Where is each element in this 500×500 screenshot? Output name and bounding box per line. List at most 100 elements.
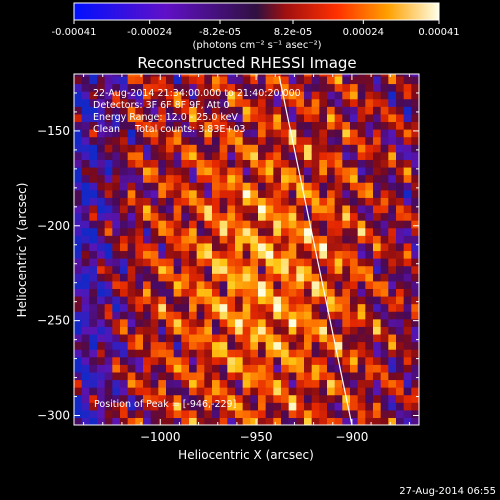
heatmap-cell <box>158 318 167 327</box>
heatmap-cell <box>81 113 90 123</box>
heatmap-cell <box>219 189 228 198</box>
heatmap-cell <box>296 379 305 388</box>
heatmap-cell <box>342 159 351 168</box>
heatmap-cell <box>365 409 374 419</box>
heatmap-cell <box>250 387 259 396</box>
heatmap-cell <box>388 265 397 274</box>
heatmap-cell <box>403 98 412 107</box>
heatmap-cell <box>396 417 405 425</box>
heatmap-cell <box>380 189 389 198</box>
heatmap-cell <box>166 250 175 259</box>
heatmap-cell <box>250 136 259 145</box>
heatmap-cell <box>357 204 366 214</box>
heatmap-cell <box>173 303 182 312</box>
heatmap-cell <box>365 204 374 214</box>
heatmap-cell <box>365 98 374 107</box>
heatmap-cell <box>150 311 159 320</box>
heatmap-cell <box>373 182 382 191</box>
heatmap-cell <box>250 311 259 320</box>
heatmap-cell <box>304 288 313 297</box>
heatmap-cell <box>204 189 213 198</box>
heatmap-cell <box>97 212 106 221</box>
heatmap-cell <box>196 113 205 123</box>
heatmap-cell <box>342 379 351 388</box>
heatmap-cell <box>181 189 190 198</box>
heatmap-cell <box>104 242 113 252</box>
heatmap-cell <box>74 220 83 229</box>
heatmap-cell <box>196 265 205 274</box>
heatmap-cell <box>281 409 290 419</box>
heatmap-cell <box>350 136 359 145</box>
heatmap-cell <box>258 333 267 343</box>
heatmap-cell <box>380 166 389 176</box>
heatmap-cell <box>281 394 290 403</box>
heatmap-cell <box>219 121 228 130</box>
heatmap-cell <box>273 151 282 160</box>
heatmap-cell <box>127 318 136 327</box>
heatmap-cell <box>365 379 374 388</box>
heatmap-cell <box>327 295 336 305</box>
heatmap-cell <box>327 74 336 77</box>
heatmap-cell <box>411 356 419 365</box>
heatmap-cell <box>350 288 359 297</box>
heatmap-cell <box>242 166 251 176</box>
heatmap-cell <box>135 387 144 396</box>
heatmap-cell <box>357 121 366 130</box>
heatmap-cell <box>97 273 106 282</box>
heatmap-cell <box>181 273 190 282</box>
heatmap-cell <box>104 136 113 145</box>
heatmap-cell <box>319 189 328 198</box>
heatmap-cell <box>311 121 320 130</box>
heatmap-cell <box>380 144 389 153</box>
heatmap-cell <box>235 151 244 160</box>
heatmap-cell <box>150 341 159 350</box>
heatmap-cell <box>189 265 198 274</box>
heatmap-cell <box>403 174 412 183</box>
heatmap-cell <box>365 75 374 85</box>
heatmap-cell <box>265 106 274 115</box>
heatmap-cell <box>403 189 412 198</box>
heatmap-cell <box>104 250 113 259</box>
heatmap-cell <box>235 349 244 358</box>
heatmap-cell <box>104 371 113 381</box>
heatmap-cell <box>81 318 90 327</box>
heatmap-cell <box>173 151 182 160</box>
heatmap-cell <box>250 182 259 191</box>
heatmap-cell <box>212 74 221 77</box>
heatmap-cell <box>135 182 144 191</box>
heatmap-cell <box>350 235 359 244</box>
heatmap-cell <box>296 364 305 373</box>
heatmap-cell <box>350 204 359 214</box>
heatmap-cell <box>235 189 244 198</box>
colorbar-ticks: -0.00041 -0.00024 -8.2e-05 8.2e-05 0.00024 0.… <box>52 20 460 38</box>
heatmap-cell <box>373 166 382 176</box>
heatmap-cell <box>380 182 389 191</box>
heatmap-cell <box>166 402 175 411</box>
heatmap-cell <box>189 113 198 123</box>
heatmap-cell <box>403 417 412 425</box>
heatmap-cell <box>112 197 121 206</box>
heatmap-cell <box>81 303 90 312</box>
heatmap-cell <box>235 197 244 206</box>
heatmap-cell <box>357 74 366 77</box>
heatmap-cell <box>235 98 244 107</box>
heatmap-cell <box>127 394 136 403</box>
heatmap-cell <box>97 258 106 267</box>
heatmap-cell <box>373 409 382 419</box>
heatmap-cell <box>81 197 90 206</box>
heatmap-cell <box>265 318 274 327</box>
heatmap-cell <box>135 91 144 100</box>
heatmap-cell <box>97 371 106 381</box>
heatmap-cell <box>311 379 320 388</box>
heatmap-cell <box>296 182 305 191</box>
heatmap-cell <box>143 242 152 252</box>
heatmap-cell <box>250 349 259 358</box>
heatmap-cell <box>327 227 336 236</box>
heatmap-cell <box>258 242 267 252</box>
heatmap-cell <box>296 409 305 419</box>
heatmap-cell <box>135 83 144 92</box>
heatmap-cell <box>365 129 374 138</box>
heatmap-cell <box>258 387 267 396</box>
heatmap-cell <box>74 349 83 358</box>
